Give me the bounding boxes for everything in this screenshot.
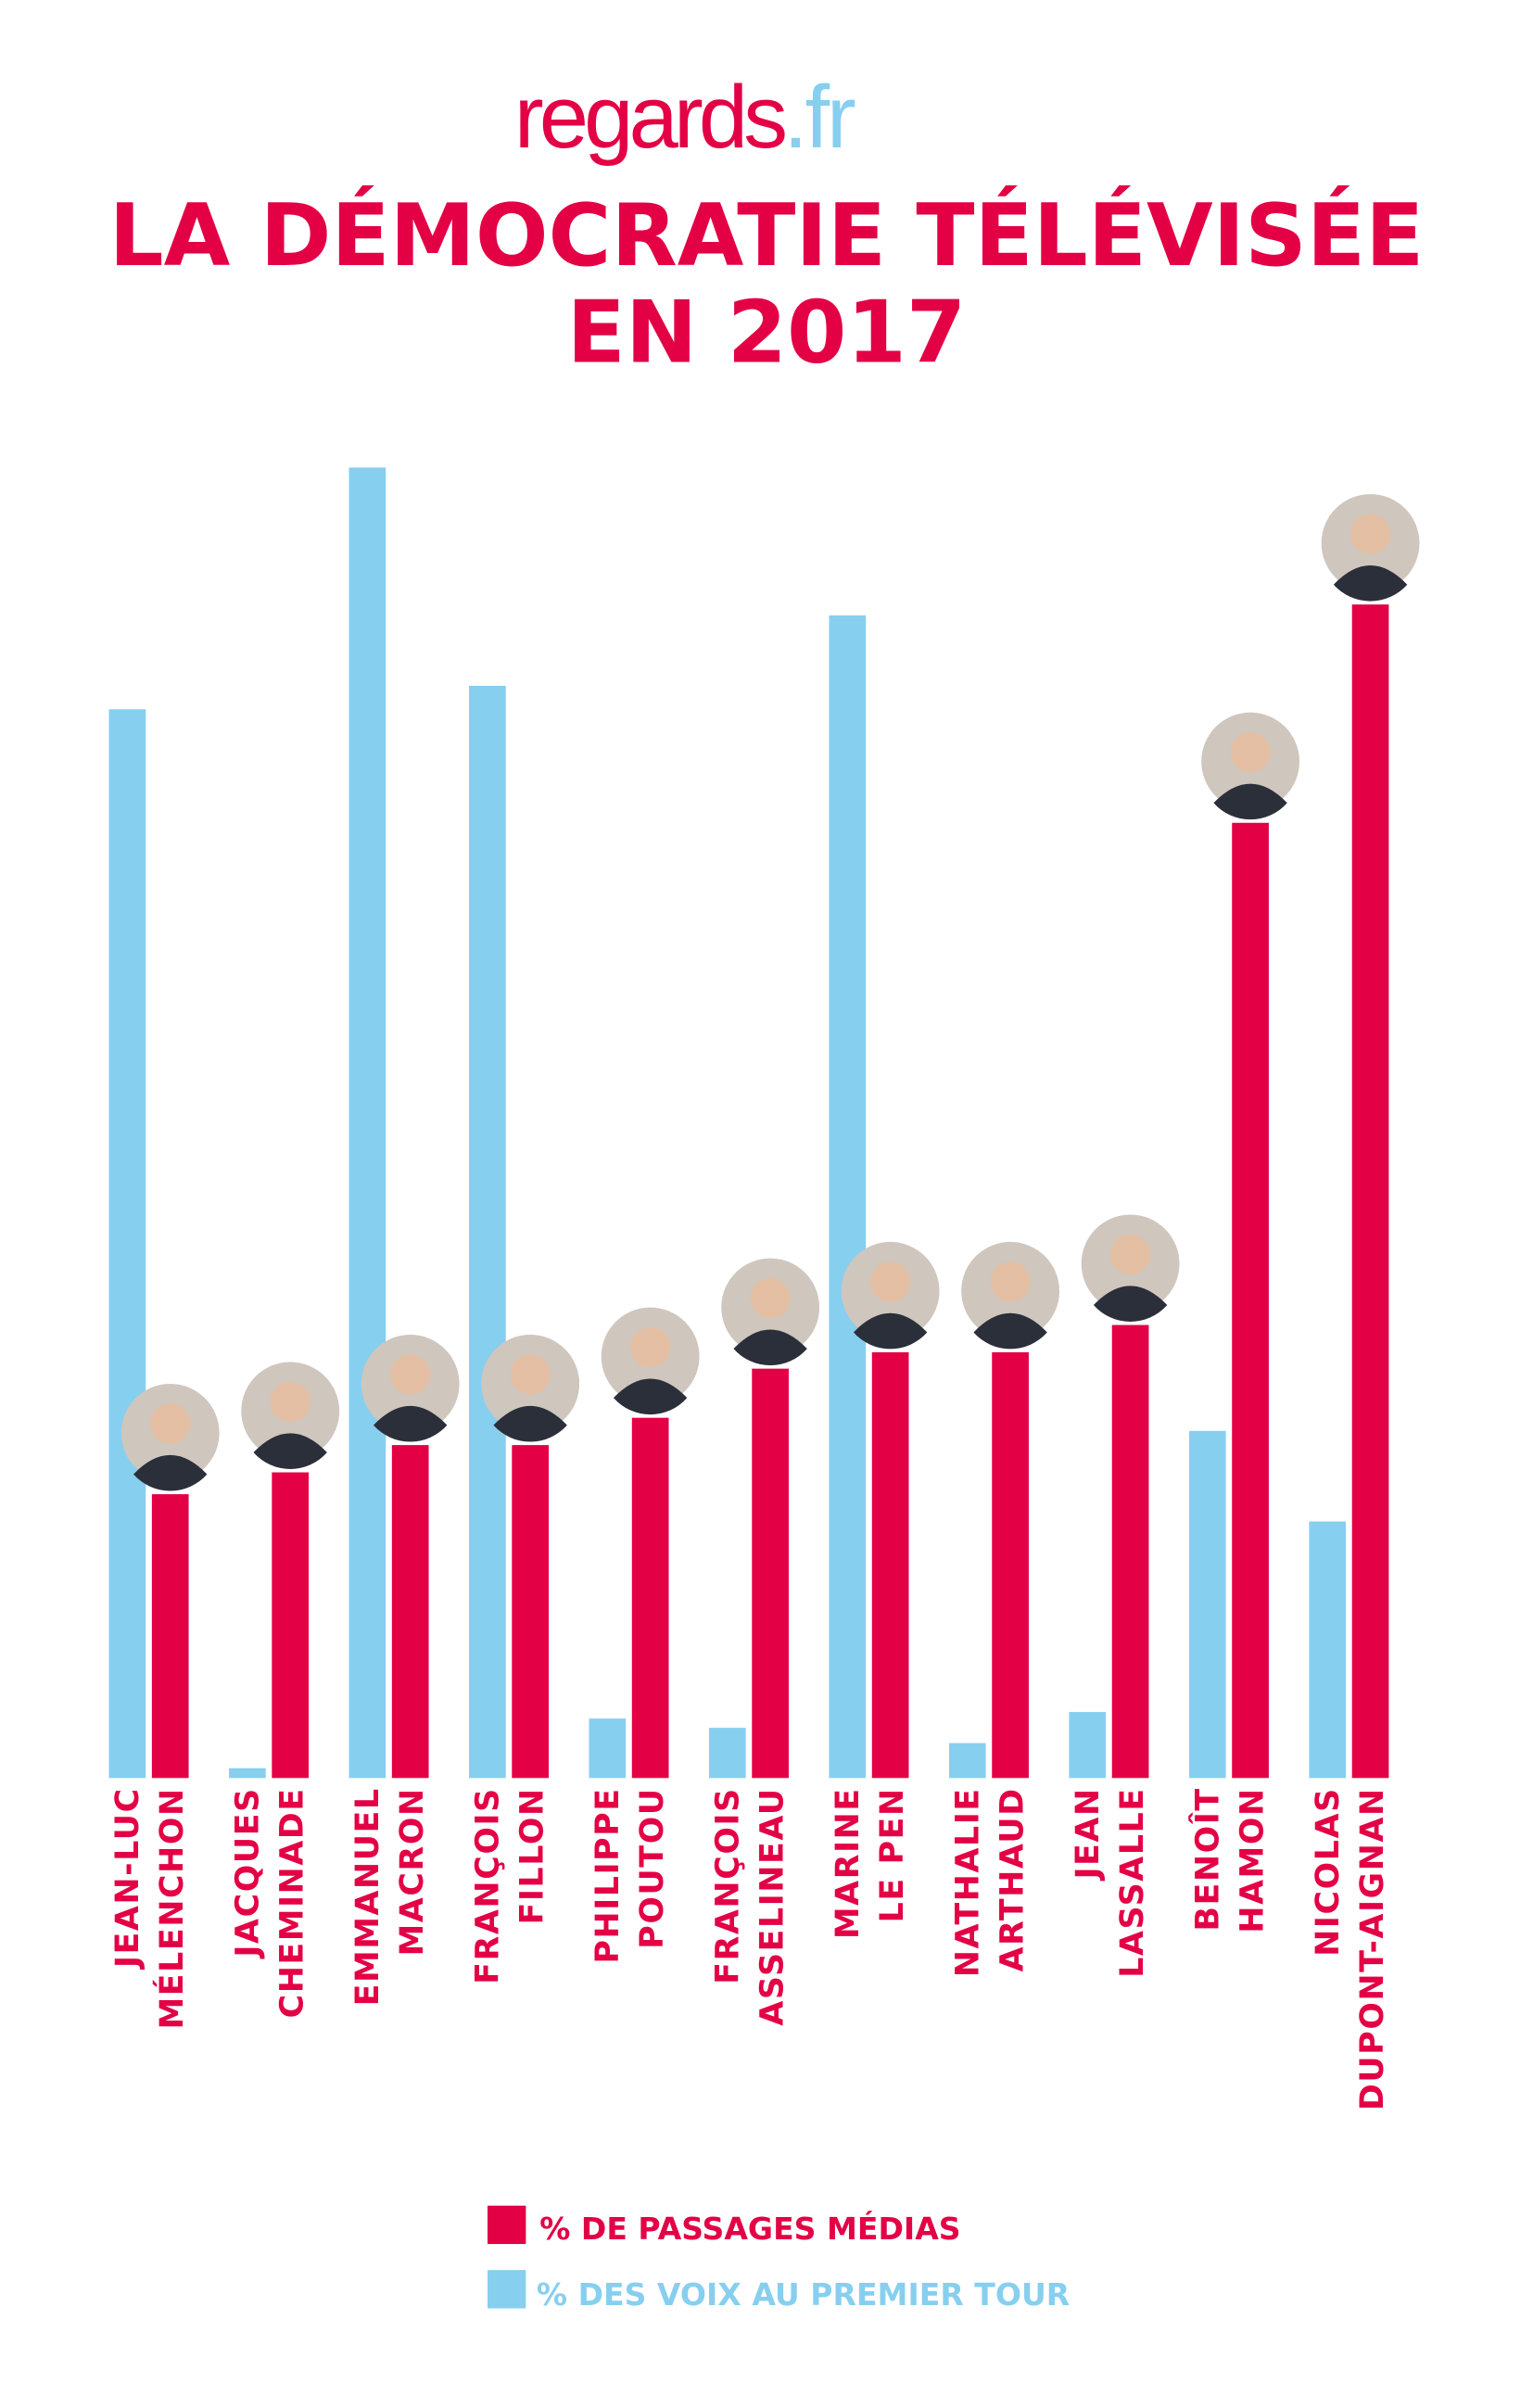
category-label-line2: HAMON — [1234, 1787, 1271, 1933]
category-label-line2: MACRON — [394, 1787, 431, 1956]
category-label-line1: JEAN — [1070, 1787, 1107, 1881]
bar-votes — [829, 615, 867, 1779]
category-label-line2: CHEMINADE — [273, 1787, 310, 2018]
category-label-line1: NATHALIE — [949, 1787, 986, 1977]
candidate-photo — [481, 1335, 580, 1442]
category-label-line1: FRANÇOIS — [469, 1787, 506, 1984]
category-label-line2: LASSALLE — [1114, 1787, 1151, 1978]
bar-media — [992, 1351, 1029, 1779]
candidate-photo — [361, 1335, 460, 1442]
legend-swatch-media — [488, 2205, 526, 2245]
bar-votes — [589, 1718, 627, 1779]
category-label-line2: DUPONT-AIGNAN — [1354, 1787, 1391, 2110]
legend-label-media: % DE PASSAGES MÉDIAS — [539, 2210, 960, 2247]
category-label-line2: POUTOU — [634, 1787, 671, 1948]
category-label-line1: PHILIPPE — [589, 1787, 627, 1963]
candidate-photo — [1321, 494, 1420, 602]
candidate-photo — [961, 1241, 1060, 1350]
logo-suffix: .fr — [783, 68, 855, 167]
title-line1: LA DÉMOCRATIE TÉLÉVISÉE — [109, 185, 1425, 285]
bar-media — [272, 1472, 310, 1779]
category-label-line1: BENOÎT — [1187, 1787, 1226, 1931]
bar-media — [391, 1445, 429, 1779]
bar-media — [871, 1351, 909, 1779]
candidate-photo — [120, 1384, 220, 1491]
category-label-line2: LE PEN — [874, 1787, 911, 1922]
category-label-line2: MÉLENCHON — [152, 1787, 191, 2029]
bar-media — [1111, 1324, 1149, 1779]
bar-votes — [348, 467, 386, 1779]
bar-votes — [1069, 1712, 1107, 1779]
category-label-line1: MARINE — [830, 1787, 867, 1939]
bar-votes — [708, 1728, 746, 1779]
bar-media — [631, 1417, 669, 1779]
candidate-photo — [841, 1241, 940, 1350]
category-label-line1: FRANÇOIS — [709, 1787, 746, 1984]
legend-label-votes: % DES VOIX AU PREMIER TOUR — [537, 2276, 1070, 2313]
bar-media — [1351, 604, 1389, 1779]
bar-votes — [948, 1743, 986, 1779]
logo: regards .fr — [514, 68, 858, 167]
bar-media — [512, 1445, 550, 1779]
title-line2: EN 2017 — [567, 282, 967, 382]
category-label-line2: ASSELINEAU — [754, 1787, 791, 2025]
candidate-photo — [721, 1258, 820, 1366]
candidate-photo — [1081, 1214, 1180, 1322]
category-label-line1: EMMANUEL — [349, 1787, 386, 2006]
bar-media — [752, 1368, 789, 1779]
bars — [108, 467, 1420, 1779]
bar-votes — [1188, 1430, 1226, 1779]
legend-swatch-votes — [488, 2270, 526, 2309]
category-label-line2: FILLON — [513, 1787, 551, 1924]
bar-votes — [469, 685, 506, 1779]
bar-votes — [1309, 1521, 1347, 1779]
candidate-photo — [1201, 712, 1299, 820]
category-label-line1: NICOLAS — [1310, 1787, 1347, 1957]
bar-votes — [108, 709, 146, 1779]
category-label-line2: ARTHAUD — [994, 1787, 1031, 1971]
legend: % DE PASSAGES MÉDIAS % DES VOIX AU PREMI… — [488, 2205, 1070, 2313]
category-label-line1: JACQUES — [229, 1787, 266, 1958]
bar-votes — [229, 1768, 266, 1779]
bar-media — [1232, 822, 1269, 1779]
logo-main: regards — [514, 68, 785, 167]
bar-media — [151, 1494, 189, 1779]
candidate-photo — [601, 1307, 700, 1415]
category-labels: JEAN-LUC MÉLENCHON JACQUES CHEMINADE EMMANUE… — [109, 1787, 1391, 2110]
candidate-photo — [241, 1362, 340, 1469]
category-label-line1: JEAN-LUC — [109, 1787, 146, 1970]
